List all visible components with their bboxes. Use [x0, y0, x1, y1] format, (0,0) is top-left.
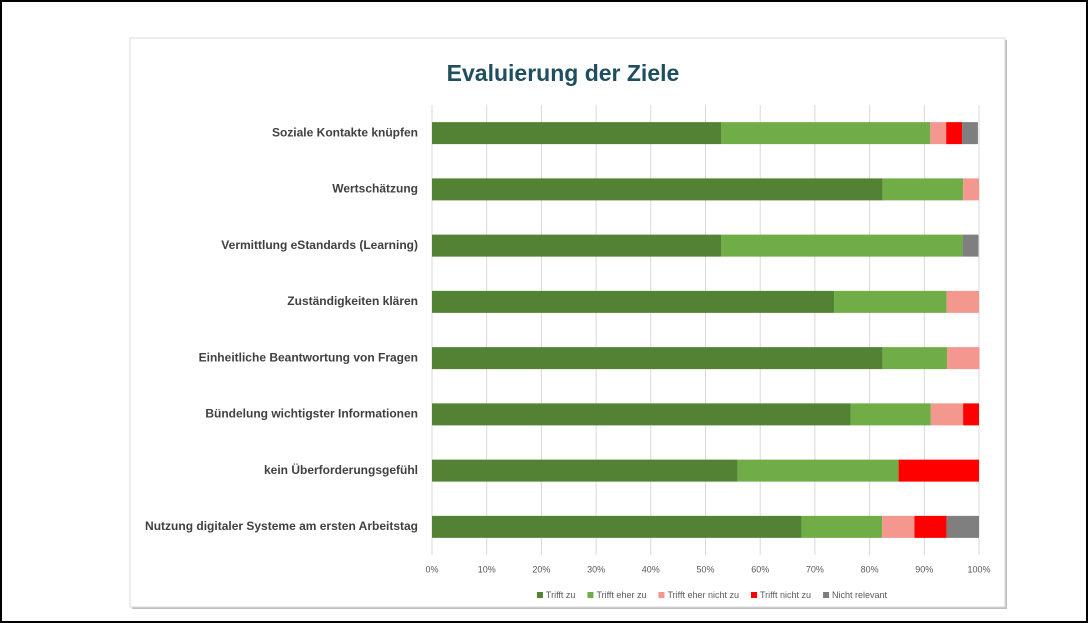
bar-segment: [721, 234, 963, 257]
y-tick-label: Soziale Kontakte knüpfen: [272, 125, 418, 139]
bar-segment: [947, 347, 980, 370]
bar-segment: [882, 347, 948, 370]
bar-segment: [930, 122, 947, 145]
x-tick-label: 60%: [751, 564, 769, 574]
bar-segment: [432, 515, 802, 538]
legend-swatch: [536, 592, 543, 598]
x-tick-label: 50%: [696, 564, 714, 574]
bar-segment: [946, 122, 963, 145]
y-tick-label: Zuständigkeiten klären: [287, 294, 418, 308]
bar-segment: [801, 515, 883, 538]
x-tick-label: 100%: [967, 564, 990, 574]
bar-segment: [962, 122, 978, 145]
x-tick-label: 90%: [915, 564, 933, 574]
bar-segment: [914, 515, 947, 538]
bar-segment: [432, 290, 835, 313]
legend-swatch: [587, 592, 594, 598]
bar-segment: [962, 234, 979, 257]
x-tick-label: 20%: [532, 564, 550, 574]
x-tick-label: 0%: [425, 564, 438, 574]
bar-segment: [898, 459, 979, 482]
bar-segment: [432, 178, 883, 201]
x-tick-label: 80%: [861, 564, 879, 574]
x-tick-label: 40%: [642, 564, 660, 574]
bar-segment: [882, 515, 915, 538]
bar-segment: [432, 459, 738, 482]
x-tick-label: 70%: [806, 564, 824, 574]
bar-segment: [834, 290, 947, 313]
x-tick-label: 30%: [587, 564, 605, 574]
y-tick-label: Einheitliche Beantwortung von Fragen: [199, 350, 418, 364]
bar-segment: [946, 290, 979, 313]
chart-title: Evaluierung der Ziele: [447, 60, 680, 86]
y-tick-label: kein Überforderungsgefühl: [264, 462, 418, 477]
legend-label: Trifft zu: [546, 590, 576, 600]
bar-segment: [963, 178, 979, 201]
legend-label: Trifft eher zu: [596, 590, 646, 600]
legend-swatch: [751, 592, 758, 598]
bar-segment: [721, 122, 931, 145]
bar-segment: [882, 178, 964, 201]
y-tick-label: Nutzung digitaler Systeme am ersten Arbe…: [145, 519, 418, 533]
legend-swatch: [823, 592, 830, 598]
legend-label: Trifft nicht zu: [760, 590, 811, 600]
legend-label: Nicht relevant: [832, 590, 888, 600]
bar-segment: [432, 234, 722, 257]
bar-segment: [432, 403, 851, 426]
y-tick-label: Wertschätzung: [332, 182, 418, 196]
y-tick-label: Vermittlung eStandards (Learning): [221, 238, 418, 252]
bar-segment: [946, 515, 979, 538]
bar-segment: [850, 403, 931, 426]
x-tick-label: 10%: [478, 564, 496, 574]
bar-segment: [737, 459, 899, 482]
bar-segment: [432, 347, 883, 370]
y-tick-label: Bündelung wichtigster Informationen: [205, 407, 418, 421]
legend-swatch: [658, 592, 665, 598]
bar-segment: [432, 122, 722, 145]
bar-segment: [963, 403, 979, 426]
legend-label: Trifft eher nicht zu: [667, 590, 739, 600]
bar-segment: [930, 403, 964, 426]
